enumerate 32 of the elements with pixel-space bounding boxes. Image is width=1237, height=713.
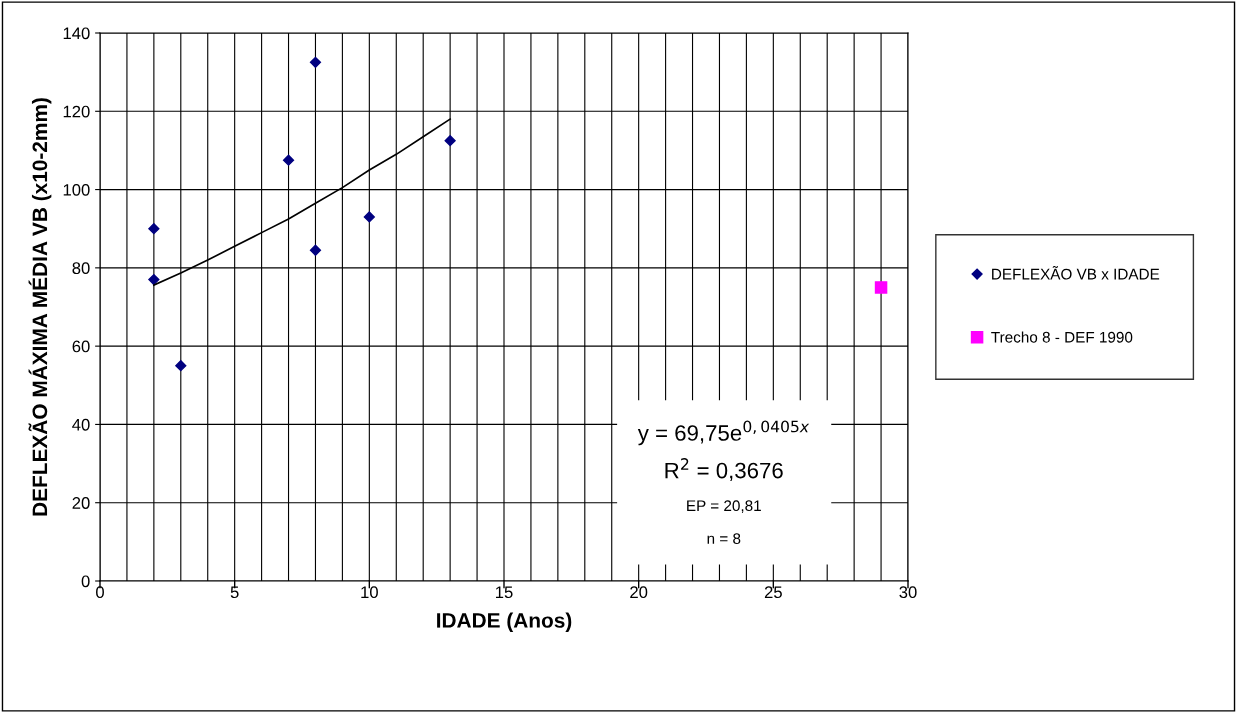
legend-label: DEFLEXÃO VB x IDADE <box>992 265 1160 280</box>
point <box>874 281 888 294</box>
x-axis-title: IDADE (Anos) <box>437 612 572 632</box>
annotation: y = 69,75e$^{0,0405x}$ <box>637 420 810 446</box>
y-tick-label: 0 <box>81 575 90 588</box>
legend-label: Trecho 8 - DEF 1990 <box>991 331 1133 343</box>
x-tick-label: 5 <box>230 586 239 599</box>
point <box>309 56 322 68</box>
y-tick-label: 100 <box>63 183 90 196</box>
y-tick-label: 80 <box>72 262 90 275</box>
x-tick-label: 20 <box>630 586 648 599</box>
y-axis-title: DEFLEXÃO MÁXIMA MÉDIA VB (x10-2mm) <box>28 98 52 516</box>
point <box>148 223 160 235</box>
annotation: EP = 20,81 <box>687 500 761 513</box>
point <box>444 135 456 147</box>
y-tick-label: 20 <box>72 497 90 509</box>
point <box>148 273 160 286</box>
y-tick-label: 120 <box>63 105 90 118</box>
x-tick-label: 25 <box>764 586 782 599</box>
x-tick-label: 15 <box>496 586 513 599</box>
y-tick-label: 40 <box>72 418 90 431</box>
x-tick-label: 0 <box>96 586 104 599</box>
point <box>175 360 187 372</box>
point <box>309 244 322 256</box>
x-tick-label: 30 <box>899 586 917 599</box>
annotation: R$^{2}$ = 0,3676 <box>665 458 783 482</box>
x-tick-label: 10 <box>361 586 378 599</box>
point <box>282 154 295 166</box>
point <box>363 211 375 223</box>
annotation: n = 8 <box>707 533 741 544</box>
y-tick-label: 140 <box>63 27 90 40</box>
y-tick-label: 60 <box>72 340 90 353</box>
